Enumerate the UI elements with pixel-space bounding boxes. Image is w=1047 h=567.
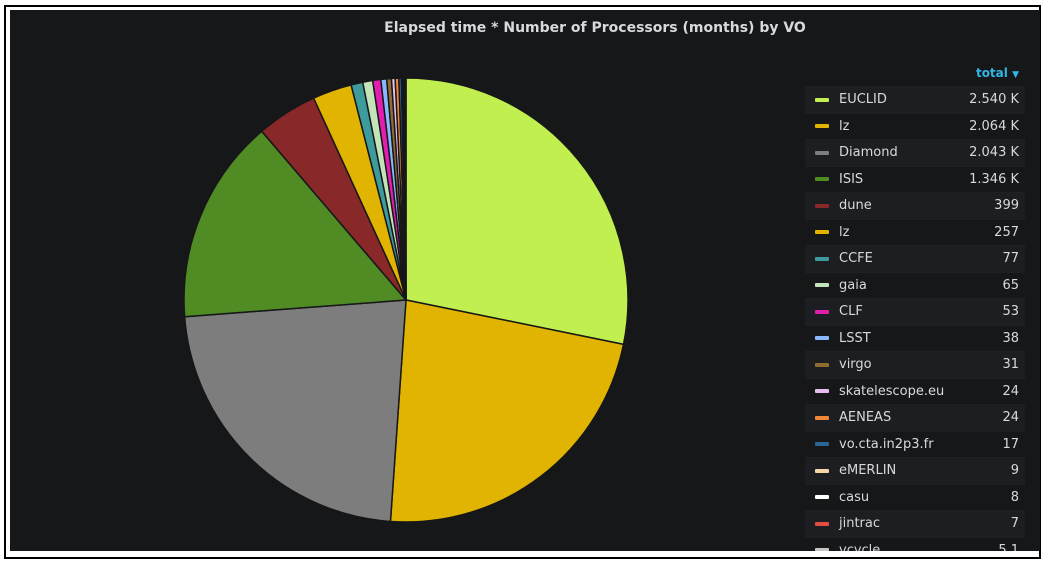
legend-item[interactable]: CCFE 77 bbox=[805, 245, 1025, 272]
legend-label: dune bbox=[839, 198, 872, 214]
legend-swatch bbox=[815, 97, 829, 102]
legend-value: 2.064 K bbox=[969, 118, 1019, 134]
legend-value: 257 bbox=[994, 224, 1019, 240]
legend-sort-header[interactable]: total ▼ bbox=[805, 60, 1025, 86]
pie-chart bbox=[183, 77, 629, 523]
legend-swatch bbox=[815, 177, 829, 182]
legend-item[interactable]: vo.cta.in2p3.fr 17 bbox=[805, 430, 1025, 458]
legend-label: jintrac bbox=[839, 516, 881, 532]
chart-title: Elapsed time * Number of Processors (mon… bbox=[384, 20, 806, 36]
legend-swatch bbox=[815, 415, 829, 420]
legend-item[interactable]: CLF 53 bbox=[805, 298, 1025, 325]
legend-item[interactable]: casu 8 bbox=[805, 483, 1025, 511]
legend-label: lz bbox=[839, 118, 850, 134]
legend-label: virgo bbox=[839, 357, 872, 373]
legend-value: 77 bbox=[1002, 251, 1019, 267]
legend-item[interactable]: Diamond 2.043 K bbox=[805, 139, 1025, 166]
legend-value: 7 bbox=[1010, 516, 1019, 532]
legend-swatch bbox=[815, 389, 829, 394]
legend-swatch bbox=[815, 150, 829, 155]
legend-item[interactable]: skatelescope.eu 24 bbox=[805, 377, 1025, 405]
legend-value: 24 bbox=[1002, 410, 1019, 426]
pie-slice-17[interactable] bbox=[404, 77, 407, 301]
pie-slice-0[interactable] bbox=[405, 77, 629, 346]
legend-item[interactable]: EUCLID 2.540 K bbox=[805, 86, 1025, 113]
legend-value: 31 bbox=[1002, 357, 1019, 373]
legend-label: lz bbox=[839, 224, 850, 240]
legend-value: 24 bbox=[1002, 383, 1019, 399]
legend-item[interactable]: virgo 31 bbox=[805, 351, 1025, 378]
legend-value: 1.346 K bbox=[969, 171, 1019, 187]
legend-item[interactable]: lz 257 bbox=[805, 218, 1025, 246]
legend-swatch bbox=[815, 521, 829, 526]
legend-swatch bbox=[815, 230, 829, 235]
legend-swatch bbox=[815, 309, 829, 314]
legend-value: 65 bbox=[1002, 277, 1019, 293]
legend-item[interactable]: lz 2.064 K bbox=[805, 112, 1025, 140]
legend-swatch bbox=[815, 468, 829, 473]
legend-label: CCFE bbox=[839, 251, 873, 267]
legend-swatch bbox=[815, 203, 829, 208]
legend-label: gaia bbox=[839, 277, 867, 293]
chart-panel: Elapsed time * Number of Processors (mon… bbox=[10, 10, 1040, 551]
legend: total ▼ EUCLID 2.540 K lz 2.064 K Diamond 2.0… bbox=[805, 60, 1025, 551]
legend-value: 17 bbox=[1002, 436, 1019, 452]
legend-swatch bbox=[815, 124, 829, 129]
legend-swatch bbox=[815, 548, 829, 551]
legend-swatch bbox=[815, 495, 829, 500]
pie-slice-3[interactable] bbox=[183, 130, 408, 318]
legend-item[interactable]: ISIS 1.346 K bbox=[805, 165, 1025, 193]
legend-swatch bbox=[815, 256, 829, 261]
legend-item[interactable]: LSST 38 bbox=[805, 324, 1025, 352]
legend-value: 2.540 K bbox=[969, 92, 1019, 108]
legend-value: 5.1 bbox=[998, 542, 1019, 551]
legend-label: vo.cta.in2p3.fr bbox=[839, 436, 934, 452]
pie-slice-2[interactable] bbox=[183, 299, 407, 523]
legend-value: 399 bbox=[994, 198, 1019, 214]
legend-header-label: total bbox=[975, 66, 1008, 80]
legend-value: 8 bbox=[1010, 489, 1019, 505]
legend-label: CLF bbox=[839, 304, 863, 320]
legend-label: Diamond bbox=[839, 145, 898, 161]
legend-label: AENEAS bbox=[839, 410, 892, 426]
legend-swatch bbox=[815, 336, 829, 341]
legend-item[interactable]: AENEAS 24 bbox=[805, 404, 1025, 431]
legend-value: 9 bbox=[1010, 463, 1019, 479]
legend-label: casu bbox=[839, 489, 870, 505]
legend-value: 2.043 K bbox=[969, 145, 1019, 161]
legend-swatch bbox=[815, 362, 829, 367]
legend-value: 38 bbox=[1002, 330, 1019, 346]
legend-value: 53 bbox=[1002, 304, 1019, 320]
legend-label: ISIS bbox=[839, 171, 864, 187]
legend-item[interactable]: vcycle 5.1 bbox=[805, 536, 1025, 551]
legend-label: skatelescope.eu bbox=[839, 383, 945, 399]
pie-slice-1[interactable] bbox=[389, 299, 625, 523]
chevron-down-icon: ▼ bbox=[1012, 70, 1019, 80]
legend-item[interactable]: gaia 65 bbox=[805, 271, 1025, 299]
legend-item[interactable]: dune 399 bbox=[805, 192, 1025, 219]
legend-label: EUCLID bbox=[839, 92, 887, 108]
legend-swatch bbox=[815, 283, 829, 288]
legend-label: vcycle bbox=[839, 542, 881, 551]
legend-item[interactable]: jintrac 7 bbox=[805, 510, 1025, 537]
legend-label: LSST bbox=[839, 330, 871, 346]
legend-swatch bbox=[815, 442, 829, 447]
legend-label: eMERLIN bbox=[839, 463, 897, 479]
legend-item[interactable]: eMERLIN 9 bbox=[805, 457, 1025, 484]
legend-rows: EUCLID 2.540 K lz 2.064 K Diamond 2.043 K ISIS… bbox=[805, 86, 1025, 551]
